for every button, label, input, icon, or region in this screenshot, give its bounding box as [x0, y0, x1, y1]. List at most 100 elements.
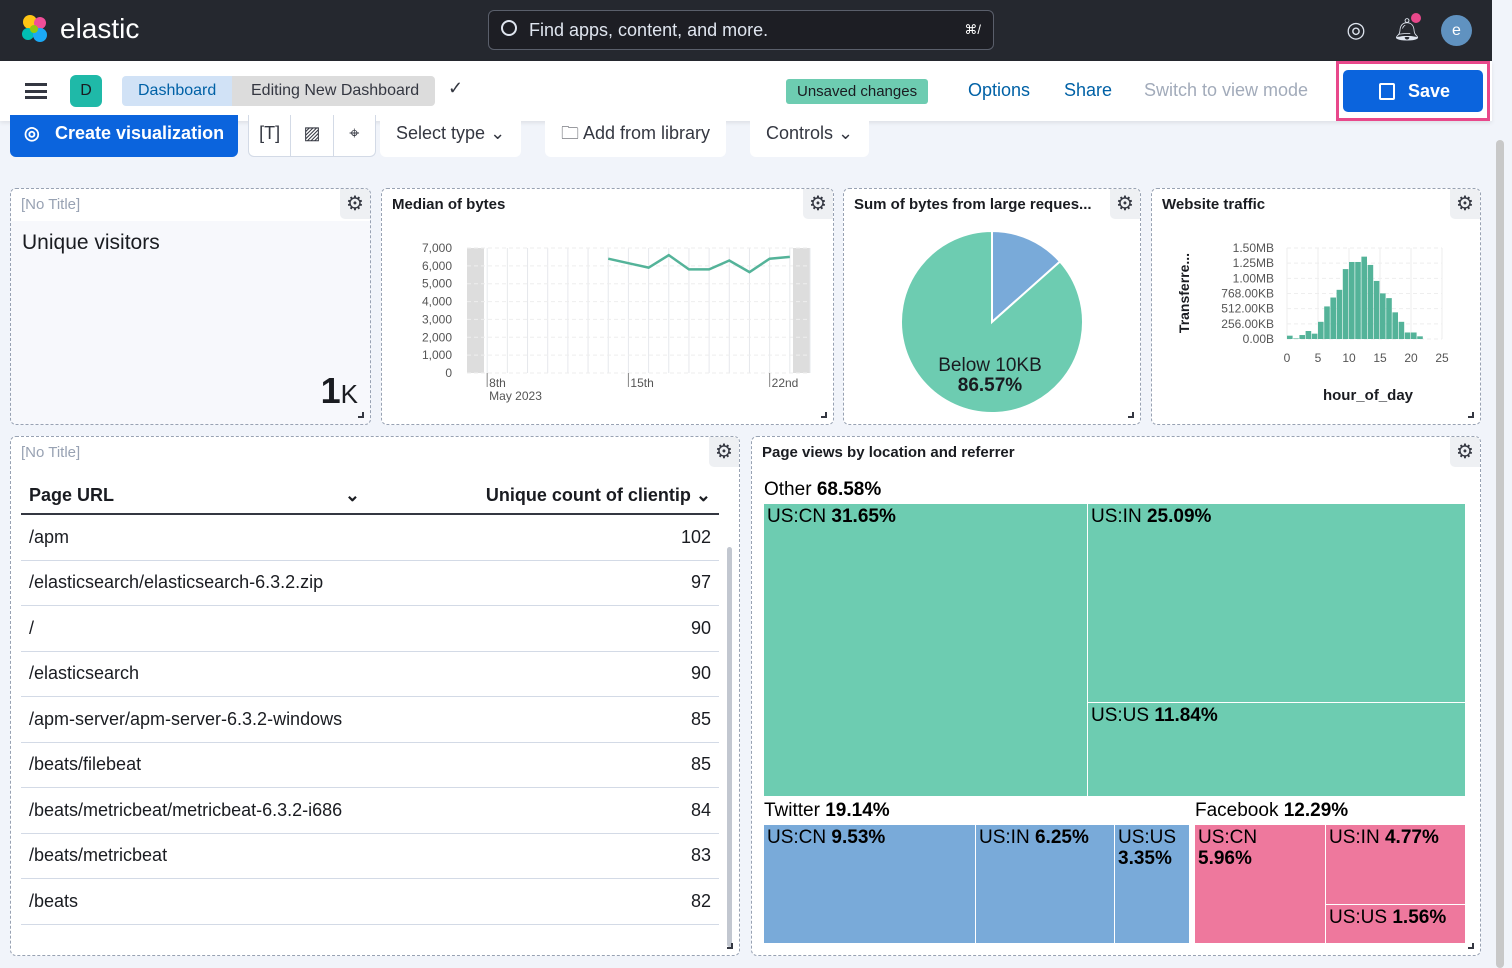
search-placeholder: Find apps, content, and more. [529, 19, 769, 40]
controls-button[interactable]: Controls ⌄ [750, 115, 870, 157]
page-url-cell[interactable]: /apm [29, 526, 70, 547]
table-row: / 90 [21, 606, 719, 652]
resize-handle[interactable] [1468, 412, 1474, 418]
treemap-cell[interactable]: US:CN 31.65% [764, 504, 1087, 796]
select-type-button[interactable]: Select type ⌄ [380, 115, 522, 157]
treemap-cell[interactable]: US:CN 9.53% [764, 825, 975, 943]
treemap-cell[interactable]: US:IN 4.77% [1326, 825, 1465, 904]
y-tick-label: 5,000 [422, 277, 452, 291]
metric-label: Unique visitors [22, 231, 160, 254]
breadcrumb-current: Editing New Dashboard [232, 76, 436, 106]
user-avatar[interactable]: e [1441, 15, 1472, 46]
page-url-cell[interactable]: /beats/filebeat [29, 754, 142, 775]
histogram-bar [1417, 336, 1423, 339]
treemap-cell[interactable]: US:US 1.56% [1326, 905, 1465, 943]
menu-icon[interactable] [25, 83, 47, 99]
histogram-bar [1299, 335, 1305, 339]
count-cell: 102 [680, 526, 711, 547]
dashboard-header: D Dashboard Editing New Dashboard ✓ Unsa… [0, 61, 1492, 121]
search-shortcut: ⌘/ [964, 22, 981, 37]
gear-icon[interactable]: ⚙ [1450, 437, 1480, 467]
chevron-down-icon: ⌄ [838, 123, 854, 143]
out-of-range-shade [467, 248, 484, 373]
treemap-cell[interactable]: US:CN 5.96% [1195, 825, 1325, 943]
metric-value: 1K [320, 370, 358, 411]
maps-icon[interactable]: ⌖ [349, 123, 360, 143]
histogram-bar [1311, 333, 1318, 339]
resize-handle[interactable] [358, 412, 364, 418]
histogram-bar [1373, 280, 1380, 339]
panel-title: Median of bytes [392, 196, 506, 213]
text-panel-icon[interactable]: [T] [249, 115, 292, 156]
add-from-library-button[interactable]: 🗀︎ Add from library [545, 115, 727, 157]
page-url-cell[interactable]: /elasticsearch/elasticsearch-6.3.2.zip [29, 572, 324, 593]
check-icon[interactable]: ✓ [448, 78, 464, 98]
page-url-cell[interactable]: /apm-server/apm-server-6.3.2-windows [29, 708, 343, 729]
histogram-bar [1349, 261, 1355, 339]
resize-handle[interactable] [1468, 943, 1474, 949]
elastic-logo-icon [22, 15, 47, 42]
table-row: /elasticsearch/elasticsearch-6.3.2.zip 97 [21, 561, 719, 606]
column-header-page-url[interactable]: Page URL ⌄ [29, 484, 360, 505]
y-tick-label: 1.00MB [1233, 271, 1274, 285]
gear-icon[interactable]: ⚙ [803, 189, 833, 219]
y-axis-label: Transferre... [1176, 253, 1192, 333]
page-url-cell[interactable]: /beats/metricbeat [29, 845, 168, 866]
resize-handle[interactable] [1128, 412, 1134, 418]
chevron-down-icon: ⌄ [695, 484, 711, 505]
panel-title: Website traffic [1162, 196, 1266, 213]
gear-icon[interactable]: ⚙ [340, 189, 370, 219]
options-button[interactable]: Options [968, 80, 1031, 100]
controls-label: Controls [766, 123, 834, 143]
treemap-cell[interactable]: US:IN 25.09% [1088, 504, 1465, 702]
table-row: /beats/metricbeat/metricbeat-6.3.2-i686 8… [21, 788, 719, 834]
column-header-unique-count[interactable]: Unique count of clientip ⌄ [485, 484, 711, 505]
save-label: Save [1408, 81, 1451, 101]
save-button[interactable]: Save [1343, 70, 1483, 112]
treemap-group-label: Other 68.58% [764, 479, 882, 500]
table-row: /beats 82 [21, 879, 719, 925]
page-url-cell[interactable]: /elasticsearch [29, 663, 140, 684]
x-tick-label: 25 [1435, 351, 1449, 365]
page-scrollbar[interactable] [1496, 140, 1504, 968]
count-cell: 90 [690, 663, 711, 684]
histogram-bar [1305, 331, 1312, 339]
gear-icon[interactable]: ⚙ [709, 437, 739, 467]
treemap-group-label: Facebook 12.29% [1195, 800, 1349, 821]
gear-icon[interactable]: ⚙ [1450, 189, 1480, 219]
table-row: /beats/filebeat 85 [21, 743, 719, 788]
breadcrumb-dashboard[interactable]: Dashboard [122, 76, 233, 106]
news-icon[interactable]: 🔔︎ [1393, 13, 1421, 43]
dashboard-toolbar: ◎ Create visualization [T] ▨ ⌖ Select typ… [0, 115, 1492, 161]
x-tick-label: 10 [1342, 351, 1356, 365]
unsaved-changes-badge: Unsaved changes [786, 79, 929, 104]
resize-handle[interactable] [821, 412, 827, 418]
resize-handle[interactable] [727, 943, 733, 949]
treemap-cell[interactable]: US:US 3.35% [1115, 825, 1189, 943]
gear-icon[interactable]: ⚙ [1110, 189, 1140, 219]
panel-website-traffic: Website traffic ⚙ 0.00B 256.00KB 512.00KB 7… [1151, 188, 1481, 425]
y-tick-label: 512.00KB [1221, 302, 1274, 316]
treemap-cell[interactable]: US:IN 6.25% [976, 825, 1114, 943]
x-tick-label: 8th [489, 376, 506, 390]
page-url-cell[interactable]: / [29, 617, 35, 638]
histogram-bar [1392, 312, 1398, 339]
data-table: Page URL ⌄ Unique count of clientip ⌄ /ap… [21, 477, 719, 925]
space-badge[interactable]: D [70, 75, 102, 107]
page-url-cell[interactable]: /beats/metricbeat/metricbeat-6.3.2-i686 [29, 799, 343, 820]
page-url-cell[interactable]: /beats [29, 890, 79, 911]
treemap-group-label: Twitter 19.14% [764, 800, 890, 821]
switch-to-view-mode-button[interactable]: Switch to view mode [1144, 80, 1309, 100]
elastic-logo[interactable]: elastic [18, 12, 139, 46]
count-cell: 85 [690, 754, 711, 775]
treemap-cell[interactable]: US:US 11.84% [1088, 703, 1465, 796]
image-panel-icon[interactable]: ▨ [291, 115, 334, 156]
help-icon[interactable]: ◎ [1346, 17, 1366, 42]
histogram-bar [1318, 321, 1324, 339]
visualize-icon: ◎ [24, 123, 40, 143]
create-visualization-button[interactable]: ◎ Create visualization [10, 115, 238, 157]
share-button[interactable]: Share [1064, 80, 1113, 100]
global-search-input[interactable]: Find apps, content, and more. ⌘/ [488, 10, 994, 50]
y-tick-label: 4,000 [422, 295, 452, 309]
table-scrollbar[interactable] [727, 547, 732, 947]
